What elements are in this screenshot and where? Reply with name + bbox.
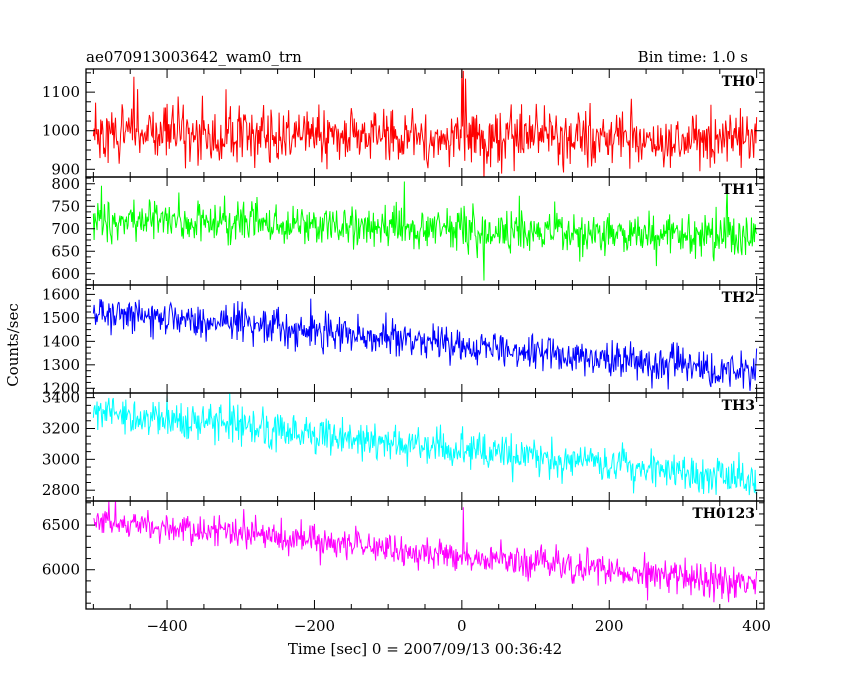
x-tick-label: −400	[146, 617, 187, 635]
x-tick-label: 0	[457, 617, 467, 635]
y-tick-label: 700	[51, 220, 80, 238]
y-tick-label: 2800	[42, 481, 80, 499]
panel-label-th0123: TH0123	[692, 506, 755, 522]
bin-time-label: Bin time: 1.0 s	[638, 48, 748, 66]
panel-label-th2: TH2	[722, 290, 755, 306]
panel-th0123: 6000 6500 TH0123	[42, 500, 765, 610]
y-tick-label: 3200	[42, 420, 80, 438]
y-tick-label: 800	[51, 175, 80, 193]
y-tick-label: 1000	[42, 122, 80, 140]
series-line-th0123	[93, 501, 758, 603]
panel-th2: 1200 1300 1400 1500 1600 TH2	[42, 284, 765, 397]
panel-label-th1: TH1	[722, 182, 755, 198]
x-axis-title: Time [sec] 0 = 2007/09/13 00:36:42	[288, 640, 562, 658]
y-tick-label: 1400	[42, 332, 80, 350]
y-tick-label: 6000	[42, 561, 80, 579]
y-tick-label: 900	[51, 160, 80, 178]
series-line-th2	[92, 298, 758, 391]
chart-title: ae070913003642_wam0_trn	[86, 48, 302, 66]
panels-group: 900 1000 1100 TH0 600 650 700 750 800 TH1 1200 1300…	[42, 68, 765, 610]
y-tick-label: 1600	[42, 285, 80, 303]
panel-label-th0: TH0	[722, 74, 756, 90]
x-axis: −400 −200 0 200 400	[146, 617, 770, 635]
x-tick-label: −200	[294, 617, 335, 635]
panel-th3: 2800 3000 3200 3400 TH3	[42, 389, 765, 502]
panel-label-th3: TH3	[722, 398, 755, 414]
x-tick-label: 400	[742, 617, 771, 635]
series-line-th0	[92, 69, 758, 177]
series-line-th3	[92, 393, 758, 496]
panel-th1: 600 650 700 750 800 TH1	[51, 175, 765, 286]
y-axis-title: Counts/sec	[4, 303, 22, 387]
y-tick-label: 3000	[42, 450, 80, 468]
series-line-th1	[92, 181, 758, 281]
y-tick-label: 600	[51, 265, 80, 283]
y-tick-label: 1300	[42, 356, 80, 374]
panel-frame	[85, 284, 765, 394]
y-tick-label: 650	[51, 242, 80, 260]
panel-th0: 900 1000 1100 TH0	[42, 68, 765, 178]
y-tick-label: 750	[51, 197, 80, 215]
y-tick-label: 6500	[42, 516, 80, 534]
x-tick-label: 200	[595, 617, 624, 635]
y-tick-label: 3400	[42, 389, 80, 407]
y-tick-label: 1200	[42, 379, 80, 397]
y-tick-label: 1100	[42, 83, 80, 101]
y-tick-label: 1500	[42, 309, 80, 327]
